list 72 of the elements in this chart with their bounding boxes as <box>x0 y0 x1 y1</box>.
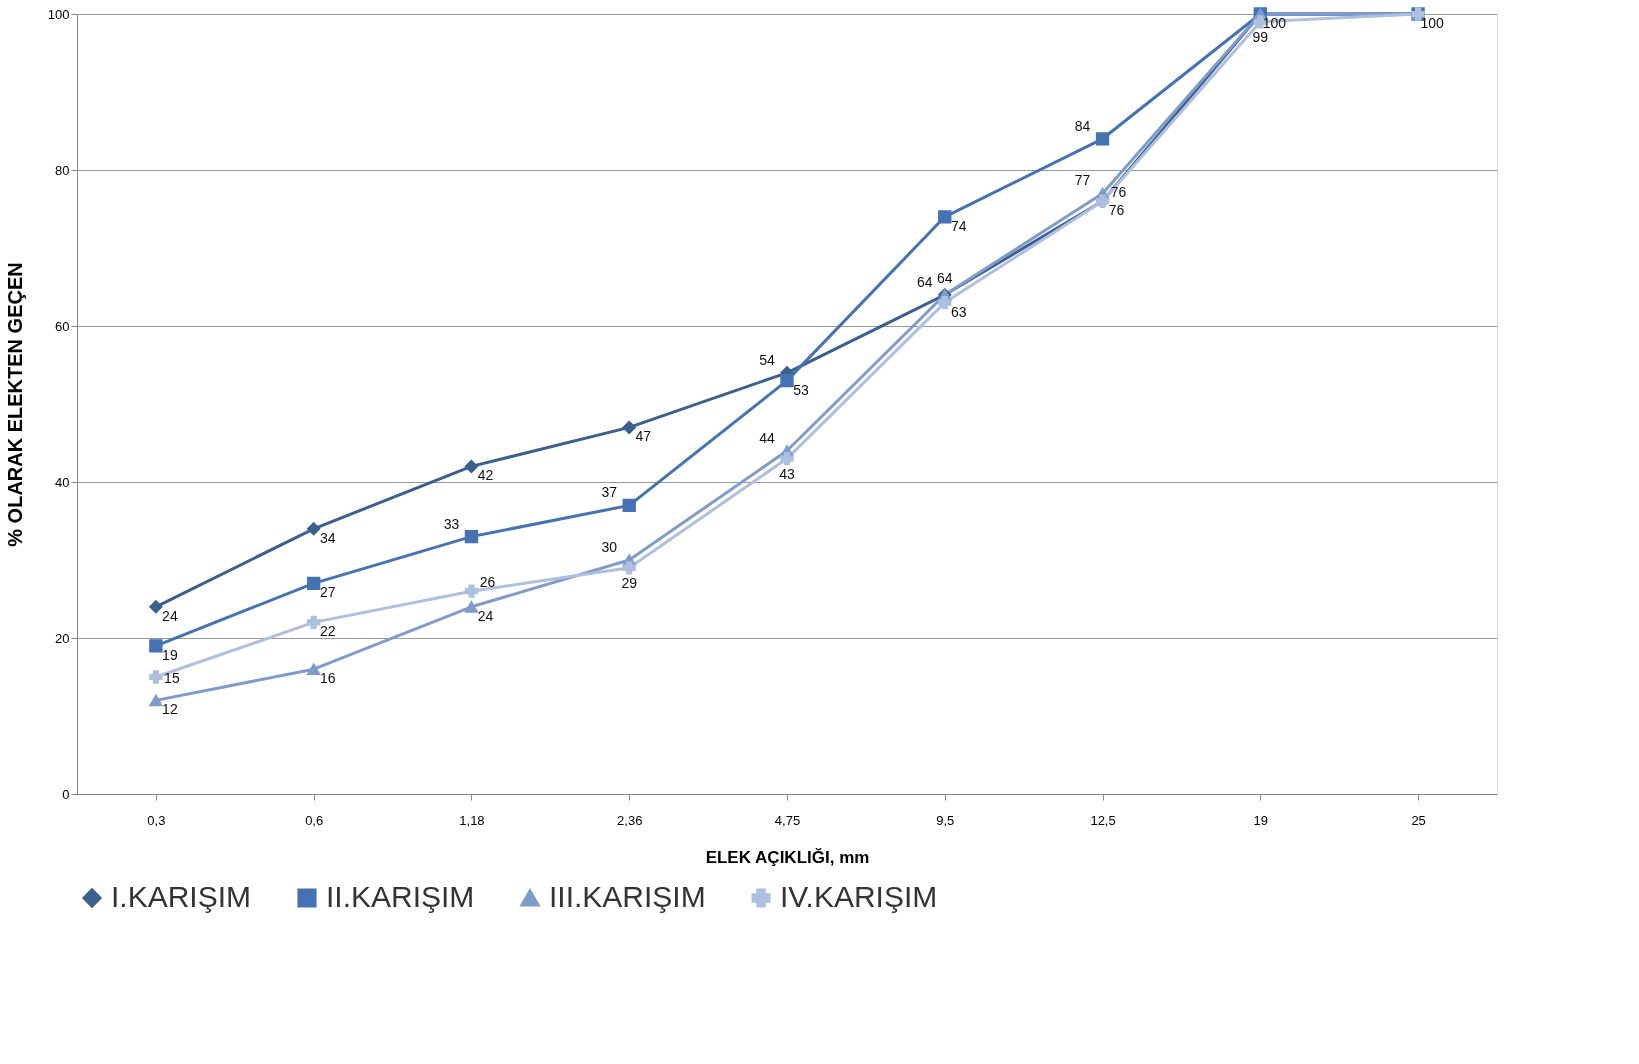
x-tick-label: 25 <box>1411 812 1426 828</box>
point <box>622 498 636 513</box>
data-label: 99 <box>1252 28 1269 45</box>
x-tick-label: 1,18 <box>459 812 485 828</box>
data-label: 24 <box>477 607 494 624</box>
data-label: 47 <box>635 428 652 445</box>
data-label: 27 <box>319 584 336 601</box>
data-label: 100 <box>1262 15 1287 31</box>
point <box>622 420 636 435</box>
data-label: 12 <box>162 701 178 718</box>
point <box>307 522 321 536</box>
data-label: 33 <box>443 515 460 532</box>
point <box>307 576 321 591</box>
data-label: 37 <box>601 484 618 501</box>
point <box>464 584 479 598</box>
point <box>307 663 321 676</box>
legend-label: IV.KARIŞIM <box>780 880 938 913</box>
point <box>622 561 636 575</box>
x-tick-label: 12,5 <box>1090 812 1116 828</box>
data-label: 22 <box>319 623 336 640</box>
point <box>149 639 163 653</box>
point <box>938 295 952 310</box>
y-axis-title: % OLARAK ELEKTEN GEÇEN <box>3 262 26 547</box>
point <box>464 459 479 474</box>
data-label: 24 <box>162 607 178 624</box>
data-label: 74 <box>950 217 967 234</box>
y-tick-label: 40 <box>55 474 70 490</box>
point <box>307 615 321 630</box>
data-label: 63 <box>950 303 967 320</box>
data-label: 16 <box>319 670 336 687</box>
point <box>149 670 163 684</box>
x-tick-label: 4,75 <box>774 812 801 828</box>
point <box>464 600 479 613</box>
point <box>149 694 163 707</box>
data-label: 76 <box>1108 202 1125 219</box>
data-label: 84 <box>1074 117 1091 134</box>
y-tick-label: 0 <box>62 786 70 802</box>
y-tick-label: 80 <box>55 162 70 178</box>
legend-label: I.KARIŞIM <box>111 880 252 913</box>
data-label: 42 <box>477 467 494 484</box>
data-label: 29 <box>621 574 638 591</box>
x-tick-label: 0,3 <box>147 812 166 828</box>
data-label: 19 <box>162 646 178 663</box>
data-label: 64 <box>936 269 953 286</box>
x-tick-label: 9,5 <box>936 812 955 828</box>
point <box>938 210 952 224</box>
point <box>780 373 794 388</box>
x-axis-title: ELEK AÇIKLIĞI, mm <box>705 847 870 867</box>
data-label: 30 <box>601 539 618 555</box>
legend-label: II.KARIŞIM <box>326 880 475 913</box>
data-label: 54 <box>759 351 775 368</box>
y-tick-label: 60 <box>55 318 70 334</box>
x-tick-label: 19 <box>1253 812 1269 828</box>
data-label: 100 <box>1420 15 1444 31</box>
point <box>464 529 479 544</box>
point <box>1095 132 1110 146</box>
data-label: 76 <box>1110 184 1127 201</box>
x-tick-label: 2,36 <box>617 812 643 828</box>
data-label: 15 <box>164 670 180 686</box>
data-label: 43 <box>779 465 795 482</box>
data-label: 34 <box>319 529 336 546</box>
data-label: 64 <box>916 273 933 290</box>
x-tick-label: 0,6 <box>305 812 324 828</box>
data-label: 44 <box>759 429 775 446</box>
data-label: 26 <box>479 574 496 591</box>
point <box>149 600 163 614</box>
legend-label: III.KARIŞIM <box>549 880 706 913</box>
data-label: 77 <box>1074 172 1091 189</box>
y-tick-label: 100 <box>47 6 70 22</box>
point <box>780 451 794 466</box>
data-label: 53 <box>793 381 809 398</box>
y-tick-label: 20 <box>55 630 70 646</box>
